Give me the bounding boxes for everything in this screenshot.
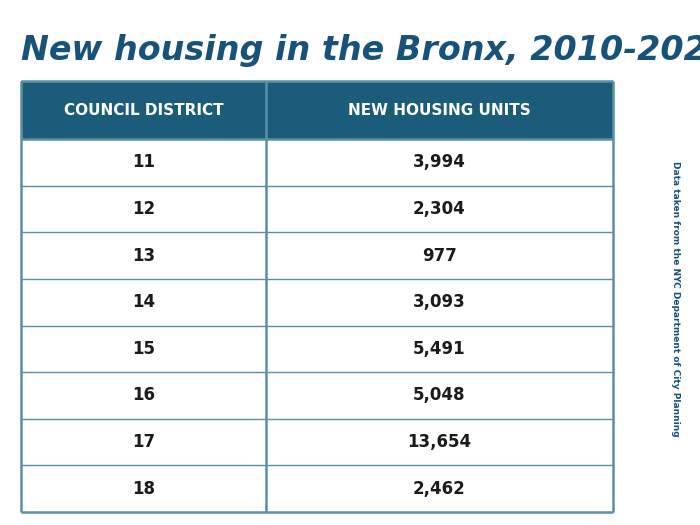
Text: Data taken from the NYC Department of City Planning: Data taken from the NYC Department of Ci… <box>671 162 680 437</box>
Bar <box>21 139 612 186</box>
Text: 5,048: 5,048 <box>413 386 466 404</box>
Bar <box>21 419 612 465</box>
Text: 2,304: 2,304 <box>413 200 466 218</box>
Bar <box>21 279 612 326</box>
Bar <box>21 186 612 232</box>
Bar <box>21 232 612 279</box>
Text: 12: 12 <box>132 200 155 218</box>
Text: 16: 16 <box>132 386 155 404</box>
Text: 977: 977 <box>422 247 457 265</box>
Text: 18: 18 <box>132 479 155 498</box>
Text: 17: 17 <box>132 433 155 451</box>
Text: 11: 11 <box>132 153 155 172</box>
Text: 13: 13 <box>132 247 155 265</box>
Text: 13,654: 13,654 <box>407 433 472 451</box>
Text: NEW HOUSING UNITS: NEW HOUSING UNITS <box>348 103 531 118</box>
Bar <box>21 81 612 139</box>
Bar <box>21 372 612 419</box>
Text: 14: 14 <box>132 293 155 311</box>
Bar <box>21 326 612 372</box>
Text: COUNCIL DISTRICT: COUNCIL DISTRICT <box>64 103 223 118</box>
Text: 3,994: 3,994 <box>413 153 466 172</box>
Text: 5,491: 5,491 <box>413 340 466 358</box>
Bar <box>21 465 612 512</box>
Text: 2,462: 2,462 <box>413 479 466 498</box>
Text: 3,093: 3,093 <box>413 293 466 311</box>
Text: 15: 15 <box>132 340 155 358</box>
Text: New housing in the Bronx, 2010-2022: New housing in the Bronx, 2010-2022 <box>21 34 700 67</box>
